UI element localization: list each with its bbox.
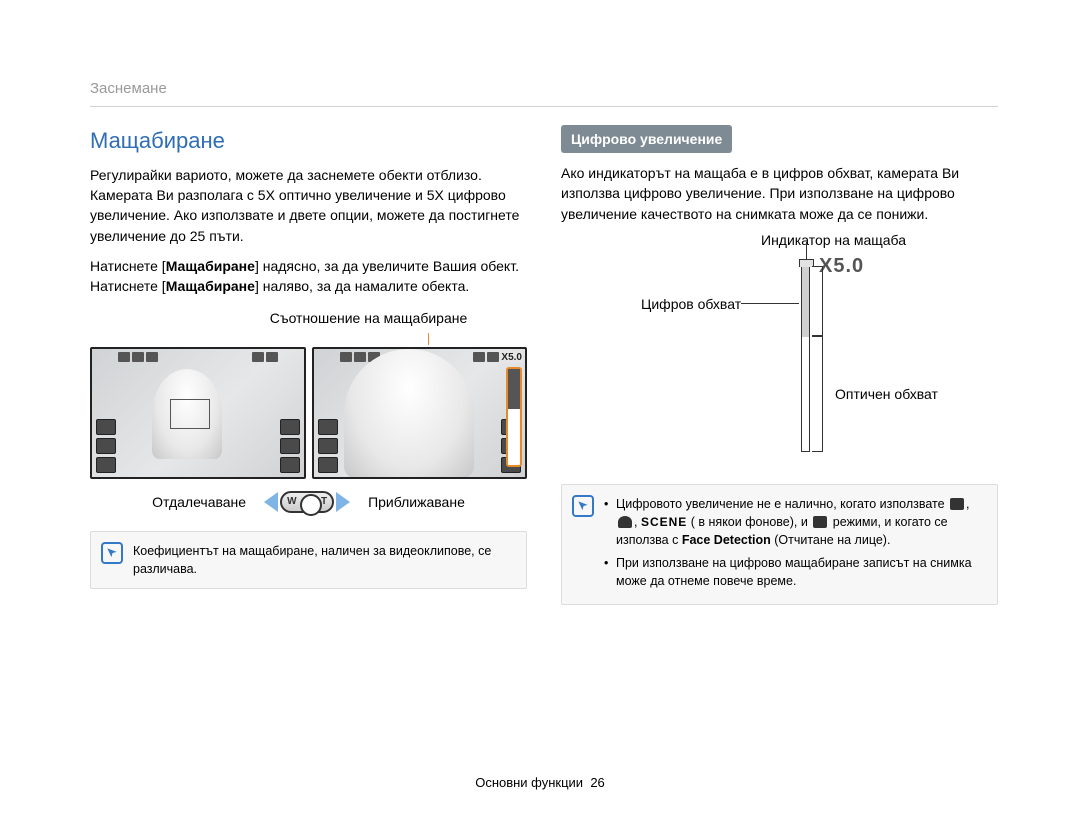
video-mode-icon bbox=[813, 516, 827, 528]
hand-mode-icon bbox=[618, 516, 632, 528]
zoom-ratio-label: Съотношение на мащабиране bbox=[210, 308, 527, 328]
manual-page: Заснемане Мащабиране Регулирайки вариото… bbox=[0, 0, 1080, 605]
intro-paragraph: Регулирайки вариото, можете да заснемете… bbox=[90, 165, 527, 246]
callout-line bbox=[428, 333, 527, 345]
breadcrumb: Заснемане bbox=[90, 78, 998, 107]
indicator-label: Индикатор на мащаба bbox=[761, 230, 906, 250]
note-item: При използване на цифрово мащабиране зап… bbox=[604, 554, 985, 590]
sub-heading: Цифрово увеличение bbox=[561, 125, 732, 153]
zoom-readout-small: X5.0 bbox=[500, 353, 523, 363]
note-item: Цифровото увеличение не е налично, когат… bbox=[604, 495, 985, 550]
optical-range-label: Оптичен обхват bbox=[835, 384, 938, 404]
zoom-bar bbox=[801, 266, 810, 452]
page-title: Мащабиране bbox=[90, 125, 527, 157]
digital-range-label: Цифров обхват bbox=[641, 294, 741, 314]
note-text: Коефициентът на мащабиране, наличен за в… bbox=[133, 544, 491, 576]
arrow-right-icon bbox=[336, 492, 350, 512]
note-box-left: Коефициентът на мащабиране, наличен за в… bbox=[90, 531, 527, 589]
example-screen-zoomed: X5.0 bbox=[312, 347, 528, 479]
instruction-paragraph: Натиснете [Мащабиране] надясно, за да ув… bbox=[90, 256, 527, 297]
zoom-rocker-icon: WT bbox=[264, 491, 350, 513]
zoom-indicator-diagram: Индикатор на мащаба X5.0 Цифров обхват О… bbox=[741, 238, 998, 468]
zoom-readout-large: X5.0 bbox=[819, 256, 864, 276]
zoom-control-row: Отдалечаване WT Приближаване bbox=[90, 491, 527, 513]
camera-mode-icon bbox=[950, 498, 964, 510]
note-icon bbox=[101, 542, 123, 564]
left-column: Мащабиране Регулирайки вариото, можете д… bbox=[90, 125, 527, 605]
zoom-in-label: Приближаване bbox=[368, 492, 465, 512]
example-screen-wide bbox=[90, 347, 306, 479]
digital-zoom-paragraph: Ако индикаторът на мащаба е в цифров обх… bbox=[561, 163, 998, 224]
rocker-body-icon: WT bbox=[280, 491, 334, 513]
example-screens-row: X5.0 bbox=[90, 347, 527, 479]
zoom-indicator-highlight bbox=[506, 367, 522, 467]
zoom-out-label: Отдалечаване bbox=[152, 492, 246, 512]
two-column-layout: Мащабиране Регулирайки вариото, можете д… bbox=[90, 125, 998, 605]
note-icon bbox=[572, 495, 594, 517]
right-column: Цифрово увеличение Ако индикаторът на ма… bbox=[561, 125, 998, 605]
note-box-right: Цифровото увеличение не е налично, когат… bbox=[561, 484, 998, 605]
page-footer: Основни функции 26 bbox=[0, 774, 1080, 793]
arrow-left-icon bbox=[264, 492, 278, 512]
